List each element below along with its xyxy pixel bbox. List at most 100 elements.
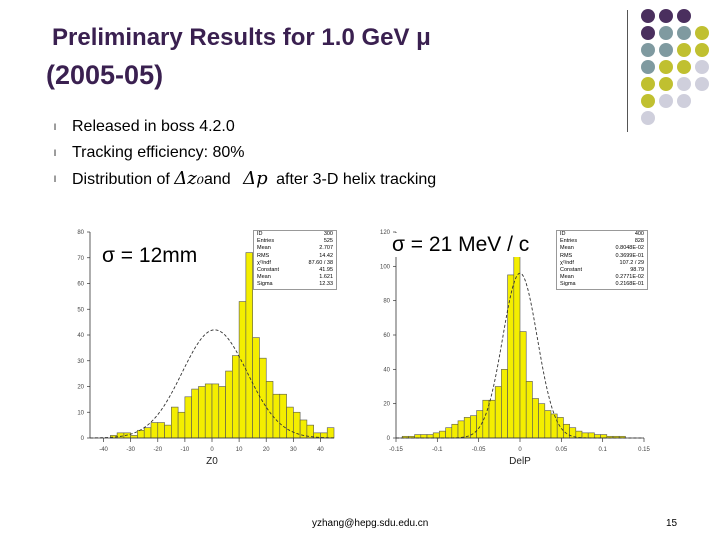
gaussian-fit-curve	[89, 329, 335, 439]
stats-value: 400	[634, 231, 644, 237]
stats-key: Sigma	[257, 281, 273, 288]
bullet-text: after 3-D helix tracking	[276, 171, 437, 188]
histogram-bar	[184, 396, 192, 439]
stats-value: 87.60 / 38	[308, 259, 333, 266]
decor-dot	[695, 60, 709, 74]
histogram-bar	[259, 357, 267, 439]
bullet-item: l Tracking efficiency: 80%	[54, 140, 436, 166]
stats-value: 14.42	[319, 252, 333, 259]
x-tick-label: 10	[236, 447, 243, 453]
histogram-bar	[532, 398, 539, 439]
histogram-bar	[265, 381, 274, 439]
histogram-bar	[432, 432, 440, 439]
x-tick-label: 40	[317, 447, 324, 453]
y-tick-label: 100	[380, 264, 391, 270]
y-tick-label: 120	[380, 230, 391, 236]
x-tick-label: -0.15	[389, 447, 403, 453]
stats-value: 0.3699E-01	[615, 252, 644, 259]
decor-dot	[641, 43, 655, 57]
stats-row: ID 400	[557, 231, 647, 238]
decor-dot	[695, 43, 709, 57]
slide-title: Preliminary Results for 1.0 GeV μ	[52, 24, 431, 51]
decor-dot	[659, 43, 673, 57]
stats-value: 12.33	[319, 281, 333, 288]
stats-row: RMS 14.42	[254, 253, 336, 260]
delta-p-symbol: Δp	[243, 168, 268, 189]
x-tick-label: 0.1	[598, 447, 607, 453]
y-tick-label: 10	[77, 410, 84, 416]
histogram-bar	[204, 383, 213, 439]
histogram-bar	[238, 301, 247, 439]
stats-key: Mean	[560, 245, 574, 252]
histogram-bar	[556, 417, 564, 439]
x-tick-label: 20	[263, 447, 270, 453]
stats-key: Constant	[257, 267, 280, 274]
y-tick-label: 60	[383, 333, 390, 339]
histogram-bar	[286, 406, 294, 439]
y-tick-label: 40	[383, 367, 390, 373]
y-tick-label: 80	[77, 230, 84, 236]
decor-dot	[677, 43, 691, 57]
stats-row: Mean 0.2771E-02	[557, 274, 647, 281]
histogram-bar	[476, 410, 484, 439]
title-divider	[627, 10, 628, 132]
stats-value: 0.8048E-02	[615, 245, 644, 252]
stats-key: χ²/ndf	[560, 259, 574, 266]
slide-subtitle-date: (2005-05)	[46, 60, 164, 90]
histogram-bar	[575, 430, 583, 439]
stats-value: 2.707	[319, 245, 333, 252]
histogram-bar	[232, 355, 240, 439]
stats-row: RMS 0.3699E-01	[557, 253, 647, 260]
stats-row: Entries 828	[557, 238, 647, 245]
stats-row: Mean 2.707	[254, 245, 336, 252]
stats-key: Mean	[560, 274, 574, 281]
stats-value: 107.2 / 29	[619, 259, 644, 266]
decor-dot	[641, 94, 655, 108]
histogram-bar	[494, 386, 502, 439]
histogram-bar	[550, 413, 558, 439]
stats-row: Entries 525	[254, 238, 336, 245]
bullet-text: and	[203, 171, 231, 188]
stats-key: Mean	[257, 245, 271, 252]
decor-dot	[677, 94, 691, 108]
histogram-bar	[463, 417, 471, 439]
footer-email: yzhang@hepg.sdu.edu.cn	[312, 518, 429, 529]
histogram-bar	[600, 434, 608, 439]
decor-dot	[659, 26, 673, 40]
histogram-bar	[501, 369, 508, 439]
histogram-bar	[211, 383, 220, 439]
bullet-item: l Released in boss 4.2.0	[54, 114, 436, 140]
histogram-bar	[414, 434, 422, 439]
histogram-bar	[157, 422, 165, 439]
histogram-bar	[420, 434, 428, 439]
stats-row: ID 300	[254, 231, 336, 238]
decor-dot	[695, 77, 709, 91]
x-tick-label: -0.1	[432, 447, 443, 453]
stats-key: Sigma	[560, 281, 576, 288]
histogram-bar	[507, 274, 515, 439]
y-tick-label: 60	[77, 282, 84, 288]
y-tick-label: 40	[77, 333, 84, 339]
stats-value: 41.95	[319, 267, 333, 274]
delp-stats-box: ID 400 Entries 828 Mean 0.8048E-02 RMS 0.3699E-…	[556, 230, 648, 290]
stats-key: Entries	[560, 238, 578, 245]
decor-dot	[641, 26, 655, 40]
stats-value: 828	[634, 238, 644, 245]
bullet-marker: l	[54, 148, 56, 158]
decor-dot	[659, 94, 673, 108]
histogram-bar	[445, 427, 453, 439]
histogram-bar	[177, 411, 186, 439]
histogram-bar	[519, 331, 527, 439]
decorative-dot-grid	[641, 9, 709, 125]
stats-row: Sigma 12.33	[254, 281, 336, 288]
stats-key: ID	[257, 231, 263, 237]
x-tick-label: 30	[290, 447, 297, 453]
histogram-bar	[225, 370, 233, 439]
histogram-bar	[326, 427, 335, 439]
x-tick-label: 0.05	[555, 447, 567, 453]
x-tick-label: -30	[126, 447, 135, 453]
histogram-bar	[137, 429, 145, 439]
histogram-bar	[451, 423, 459, 439]
z0-histogram: -40 -30 -20 -10 0 10 20 30 40 0 10 20 30 40 50 60 70 80 Z0	[77, 230, 335, 467]
y-tick-label: 20	[77, 385, 84, 391]
